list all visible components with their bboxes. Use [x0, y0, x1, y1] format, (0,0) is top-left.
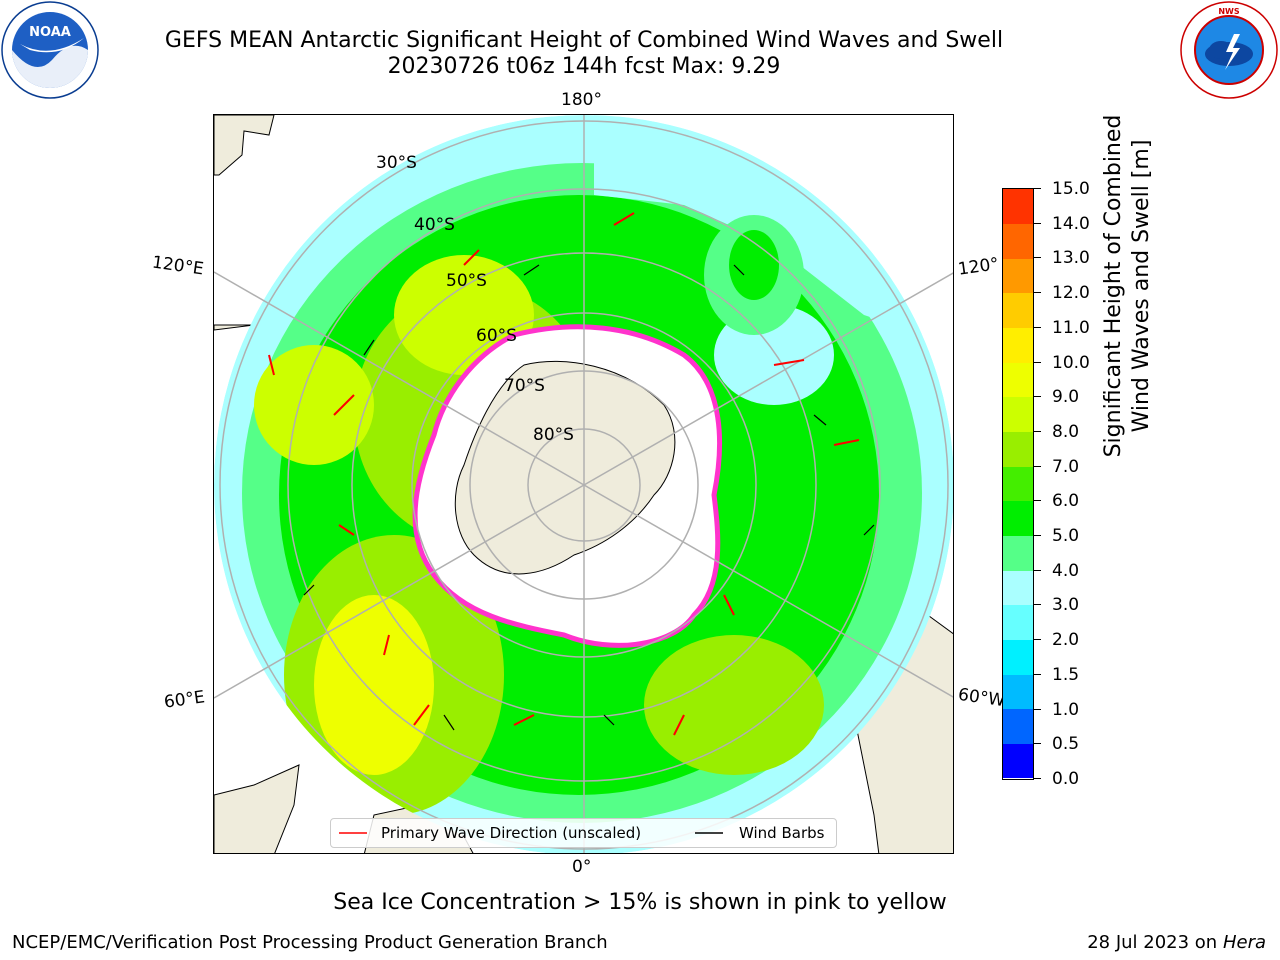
lat-label-50s: 50°S: [446, 271, 487, 291]
footer-date: 28 Jul 2023 on Hera: [1087, 932, 1266, 953]
colorbar-segment: [1003, 431, 1033, 467]
wave-direction-arrows: [268, 212, 860, 736]
legend-wave-label: Primary Wave Direction (unscaled): [381, 824, 642, 842]
footer-credit: NCEP/EMC/Verification Post Processing Pr…: [12, 932, 608, 953]
colorbar-label-line2: Wind Waves and Swell [m]: [1129, 139, 1154, 433]
colorbar-segment: [1003, 258, 1033, 294]
colorbar-segment: [1003, 189, 1033, 225]
map-legend: Primary Wave Direction (unscaled) Wind B…: [330, 818, 837, 848]
colorbar-segment: [1003, 639, 1033, 675]
colorbar-segment: [1003, 500, 1033, 536]
chart-title: GEFS MEAN Antarctic Significant Height o…: [164, 28, 1004, 53]
antarctica: [412, 324, 723, 648]
lat-label-80s: 80°S: [533, 425, 574, 445]
antarctic-coastline: [454, 360, 676, 575]
legend-wind-label: Wind Barbs: [739, 824, 825, 842]
colorbar-segment: [1003, 674, 1033, 710]
map-canvas: [214, 115, 953, 853]
lon-label-60w: 60°W: [956, 684, 1007, 712]
noaa-logo: NOAA: [1, 1, 99, 99]
chart-subtitle: 20230726 t06z 144h fcst Max: 9.29: [387, 54, 781, 79]
wind-barbs: [303, 264, 875, 731]
svg-text:NOAA: NOAA: [29, 25, 71, 40]
graticule: [214, 115, 953, 853]
lon-label-0: 0°: [572, 857, 592, 877]
lat-label-60s: 60°S: [476, 326, 517, 346]
lat-label-70s: 70°S: [504, 376, 545, 396]
footer-host: Hera: [1222, 932, 1266, 953]
lon-label-120e: 120°E: [150, 252, 205, 280]
colorbar-segment: [1003, 604, 1033, 640]
lat-label-30s: 30°S: [376, 153, 417, 173]
lon-label-60e: 60°E: [162, 687, 207, 713]
colorbar-segment: [1003, 466, 1033, 502]
colorbar: [1002, 188, 1034, 780]
footer-date-text: 28 Jul 2023 on: [1087, 932, 1223, 953]
lon-label-180: 180°: [561, 90, 602, 110]
colorbar-segment: [1003, 292, 1033, 329]
colorbar-label: Significant Height of Combined Wind Wave…: [1100, 86, 1160, 486]
nws-logo: NWS: [1180, 1, 1278, 99]
africa-landmass: [214, 764, 300, 853]
caption: Sea Ice Concentration > 15% is shown in …: [333, 890, 947, 915]
colorbar-segment: [1003, 743, 1033, 779]
colorbar-segment: [1003, 362, 1033, 398]
colorbar-segment: [1003, 327, 1033, 363]
colorbar-segment: [1003, 570, 1033, 606]
colorbar-segment: [1003, 708, 1033, 744]
colorbar-segment: [1003, 535, 1033, 571]
australia-landmass: [214, 115, 275, 176]
colorbar-segment: [1003, 396, 1033, 433]
colorbar-label-line1: Significant Height of Combined: [1101, 114, 1126, 458]
colorbar-segment: [1003, 223, 1033, 259]
lon-label-120w: 120°: [956, 254, 1001, 280]
lat-label-40s: 40°S: [414, 215, 455, 235]
polar-map: 30°S 40°S 50°S 60°S 70°S 80°S: [213, 114, 954, 854]
svg-text:NWS: NWS: [1218, 7, 1240, 16]
